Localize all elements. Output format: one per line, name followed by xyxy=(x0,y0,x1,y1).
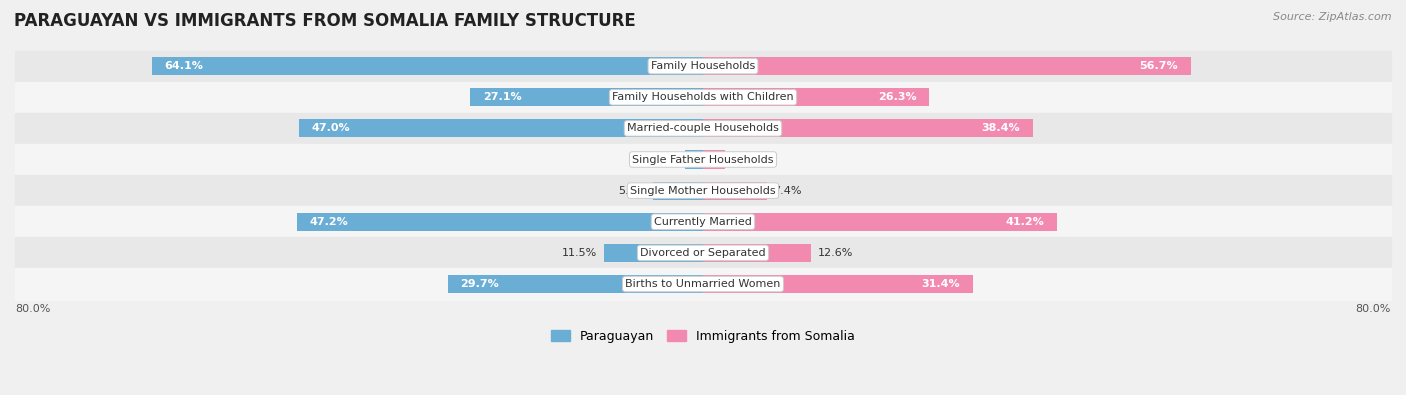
Bar xyxy=(703,213,1057,231)
Bar xyxy=(15,82,1391,113)
Text: Births to Unmarried Women: Births to Unmarried Women xyxy=(626,279,780,289)
Bar xyxy=(703,119,1033,137)
Bar xyxy=(15,206,1391,237)
Bar xyxy=(605,244,703,262)
Bar xyxy=(703,275,973,293)
Text: Family Households with Children: Family Households with Children xyxy=(612,92,794,102)
Text: Currently Married: Currently Married xyxy=(654,217,752,227)
Bar xyxy=(654,182,703,199)
Bar xyxy=(703,88,929,106)
Text: Family Households: Family Households xyxy=(651,61,755,71)
Text: 5.8%: 5.8% xyxy=(617,186,647,196)
Text: 2.5%: 2.5% xyxy=(731,154,759,164)
Text: 47.2%: 47.2% xyxy=(309,217,349,227)
Text: PARAGUAYAN VS IMMIGRANTS FROM SOMALIA FAMILY STRUCTURE: PARAGUAYAN VS IMMIGRANTS FROM SOMALIA FA… xyxy=(14,12,636,30)
Bar xyxy=(703,57,1191,75)
Text: 26.3%: 26.3% xyxy=(877,92,917,102)
Bar xyxy=(15,269,1391,299)
Bar xyxy=(152,57,703,75)
Bar xyxy=(703,182,766,199)
Bar xyxy=(447,275,703,293)
Text: 27.1%: 27.1% xyxy=(482,92,522,102)
Text: Divorced or Separated: Divorced or Separated xyxy=(640,248,766,258)
Text: 29.7%: 29.7% xyxy=(461,279,499,289)
Text: 31.4%: 31.4% xyxy=(921,279,960,289)
Bar xyxy=(15,175,1391,206)
Text: 7.4%: 7.4% xyxy=(773,186,801,196)
Legend: Paraguayan, Immigrants from Somalia: Paraguayan, Immigrants from Somalia xyxy=(547,325,859,348)
Text: Single Mother Households: Single Mother Households xyxy=(630,186,776,196)
Text: Source: ZipAtlas.com: Source: ZipAtlas.com xyxy=(1274,12,1392,22)
Text: Single Father Households: Single Father Households xyxy=(633,154,773,164)
Text: 80.0%: 80.0% xyxy=(1355,304,1391,314)
Bar xyxy=(15,237,1391,269)
Text: 56.7%: 56.7% xyxy=(1139,61,1178,71)
Text: 64.1%: 64.1% xyxy=(165,61,204,71)
Bar xyxy=(685,150,703,169)
Text: 38.4%: 38.4% xyxy=(981,123,1021,134)
Text: 80.0%: 80.0% xyxy=(15,304,51,314)
Bar xyxy=(299,119,703,137)
Bar xyxy=(470,88,703,106)
Bar xyxy=(15,51,1391,82)
Text: Married-couple Households: Married-couple Households xyxy=(627,123,779,134)
Bar xyxy=(297,213,703,231)
Bar xyxy=(15,113,1391,144)
Bar xyxy=(15,144,1391,175)
Bar xyxy=(703,150,724,169)
Text: 41.2%: 41.2% xyxy=(1005,217,1045,227)
Text: 47.0%: 47.0% xyxy=(312,123,350,134)
Text: 11.5%: 11.5% xyxy=(562,248,598,258)
Text: 12.6%: 12.6% xyxy=(818,248,853,258)
Text: 2.1%: 2.1% xyxy=(650,154,678,164)
Bar xyxy=(703,244,811,262)
